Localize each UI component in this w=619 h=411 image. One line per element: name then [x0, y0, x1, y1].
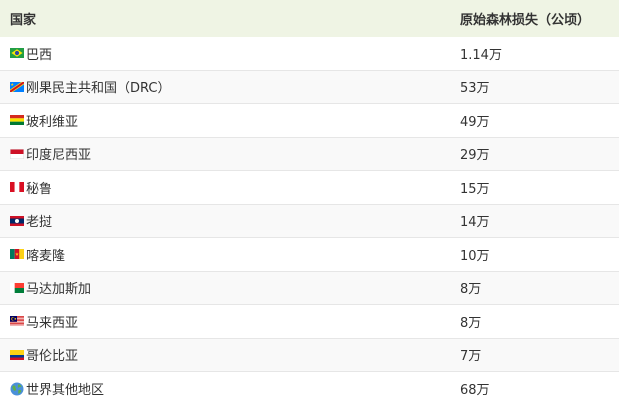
- laos-flag-icon: [10, 215, 24, 226]
- loss-value: 68万: [460, 383, 490, 399]
- colombia-flag-icon: [10, 349, 24, 360]
- cameroon-flag-icon: [10, 249, 24, 260]
- table-row: 巴西 1.14万: [0, 37, 619, 71]
- table-row: 马来西亚 8万: [0, 305, 619, 339]
- loss-value: 1.14万: [460, 47, 502, 63]
- table-row: 印度尼西亚 29万: [0, 137, 619, 171]
- country-name: 秘鲁: [26, 181, 53, 197]
- country-name: 巴西: [26, 47, 53, 63]
- bolivia-flag-icon: [10, 115, 24, 126]
- table-row: 刚果民主共和国（DRC） 53万: [0, 70, 619, 104]
- table-row: 喀麦隆 10万: [0, 238, 619, 272]
- peru-flag-icon: [10, 182, 24, 193]
- country-name: 玻利维亚: [26, 114, 79, 130]
- country-name: 喀麦隆: [26, 248, 66, 264]
- loss-value: 53万: [460, 81, 490, 97]
- loss-value: 7万: [460, 349, 482, 365]
- madagascar-flag-icon: [10, 282, 24, 293]
- loss-value: 29万: [460, 148, 490, 164]
- loss-value: 8万: [460, 282, 482, 298]
- country-name: 世界其他地区: [26, 383, 105, 399]
- header-country: 国家: [10, 13, 37, 28]
- country-name: 印度尼西亚: [26, 148, 92, 164]
- loss-value: 10万: [460, 248, 490, 264]
- table-row: 世界其他地区 68万: [0, 372, 619, 406]
- table-row: 老挝 14万: [0, 204, 619, 238]
- table-header: 国家 原始森林损失（公顷）: [0, 0, 619, 37]
- brazil-flag-icon: [10, 48, 24, 59]
- loss-value: 49万: [460, 114, 490, 130]
- loss-value: 15万: [460, 181, 490, 197]
- table-row: 哥伦比亚 7万: [0, 338, 619, 372]
- table-row: 玻利维亚 49万: [0, 104, 619, 138]
- loss-value: 14万: [460, 215, 490, 231]
- country-name: 刚果民主共和国（DRC）: [26, 81, 171, 97]
- table-row: 秘鲁 15万: [0, 171, 619, 205]
- malaysia-flag-icon: [10, 316, 24, 327]
- drc-flag-icon: [10, 81, 24, 92]
- country-name: 哥伦比亚: [26, 349, 79, 365]
- globe-icon: [10, 382, 24, 396]
- table-row: 马达加斯加 8万: [0, 271, 619, 305]
- country-name: 马来西亚: [26, 315, 79, 331]
- indonesia-flag-icon: [10, 148, 24, 159]
- header-loss: 原始森林损失（公顷）: [460, 13, 591, 28]
- country-name: 老挝: [26, 215, 53, 231]
- country-name: 马达加斯加: [26, 282, 92, 298]
- loss-value: 8万: [460, 315, 482, 331]
